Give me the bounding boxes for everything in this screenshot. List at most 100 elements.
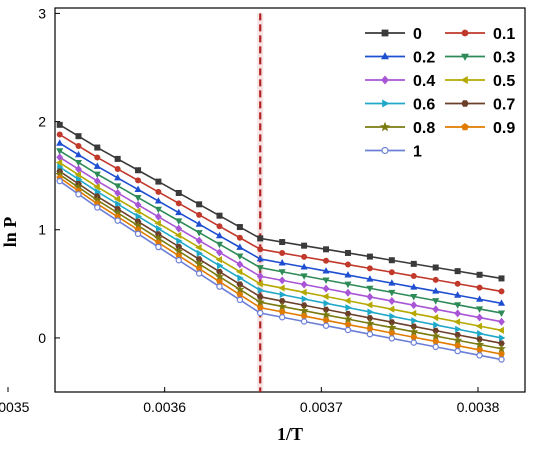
data-point [431,331,441,340]
data-point [114,165,121,172]
data-point [155,243,162,251]
data-point [196,201,203,208]
series-line [59,170,502,345]
legend-label: 1 [413,144,422,161]
y-tick-label: 0 [38,330,46,346]
data-point [366,330,374,338]
x-tick-label: 0.0038 [457,399,500,415]
data-point [388,257,395,264]
data-point [498,356,505,363]
data-point [215,231,224,239]
series-line [59,166,502,339]
series-layer [55,121,507,363]
data-point [344,288,352,297]
data-point [496,343,507,353]
data-point [410,283,418,290]
data-point [498,317,505,326]
data-point [410,323,418,330]
data-point [433,321,440,329]
data-point [278,284,285,292]
data-point [56,121,63,128]
data-point [278,259,286,266]
data-point [76,175,83,183]
data-point [455,325,462,333]
data-point [344,326,352,334]
series-0.4 [56,153,505,326]
data-point [476,284,483,291]
data-point [388,297,396,306]
data-point [461,29,469,37]
data-point [255,297,265,307]
data-point [215,241,224,249]
data-point [154,197,162,204]
data-point [74,171,81,179]
data-point [476,336,483,342]
data-point [476,313,483,322]
data-point [257,309,264,317]
data-point [498,275,505,282]
series-0.3 [56,148,506,317]
data-point [56,177,63,185]
data-point [322,322,330,329]
data-point [476,352,483,359]
legend: 0 0.1 0.2 0.3 0.4 0.5 0.6 0.7 0.8 0.9 1 [365,26,515,161]
data-point [175,257,182,264]
data-point [300,280,308,289]
legend-label: 0.5 [493,73,515,90]
data-point [453,335,463,345]
plot-frame [54,7,526,393]
series-line [59,173,502,350]
data-point [257,246,264,253]
data-point [454,302,462,309]
data-point [345,304,352,312]
series-line [59,177,502,355]
data-point [236,224,243,231]
x-tick-label: 0.0037 [300,399,343,415]
data-point [410,301,418,310]
data-point [381,52,389,60]
data-point [497,310,506,317]
legend-label: 0.3 [493,50,515,67]
data-point [454,291,462,298]
y-tick-label: 3 [38,5,46,21]
data-point [410,339,417,346]
data-point [175,200,182,207]
data-point [365,301,373,309]
data-point [344,281,352,289]
data-point [114,183,122,190]
reference-line-layer [257,13,264,393]
data-point [94,144,101,151]
data-point [387,305,395,313]
data-point [57,163,64,171]
series-line [59,180,502,361]
data-point [75,133,82,140]
data-point [432,327,440,334]
data-point [278,269,286,276]
data-point [323,257,330,264]
data-point [195,256,203,263]
data-point [477,330,484,338]
data-point [454,309,462,318]
series-line [59,162,502,332]
data-point [323,299,330,307]
data-point [300,273,308,280]
data-point [195,243,202,252]
legend-item: 0.6 [365,97,435,114]
data-point [454,280,461,287]
data-point [410,273,417,280]
data-point [257,286,265,294]
data-point [366,253,373,260]
data-point [461,123,469,131]
data-point [300,302,308,309]
data-point [344,271,352,278]
data-point [134,207,141,215]
data-point [379,121,391,132]
data-point [387,322,397,332]
y-tick-label: 2 [38,114,46,130]
data-point [236,253,244,260]
series-0.5 [55,159,504,334]
data-point [174,231,182,239]
data-point [300,263,308,270]
data-point [453,318,461,326]
series-0 [56,121,505,282]
